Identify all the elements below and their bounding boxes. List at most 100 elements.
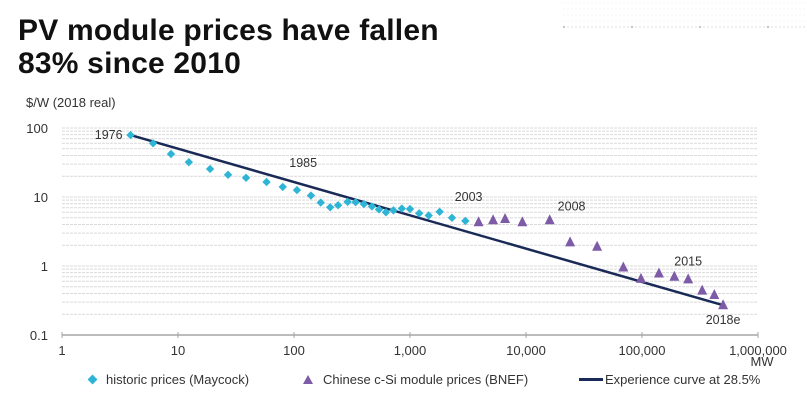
deco-dot [671, 26, 673, 28]
deco-dot [687, 2, 689, 4]
x-tick-label: 100,000 [619, 343, 666, 358]
y-tick-label: 0.1 [30, 328, 48, 343]
experience-curve-line [130, 133, 724, 307]
x-tick-label: 1,000 [394, 343, 427, 358]
chinese-price-point [718, 299, 729, 310]
deco-dot [651, 8, 653, 10]
deco-dot [707, 20, 709, 22]
deco-dot [755, 20, 757, 22]
deco-dot [759, 8, 761, 10]
legend-label-chinese: Chinese c-Si module prices (BNEF) [323, 372, 529, 387]
legend-item-historic: historic prices (Maycock) [87, 372, 249, 387]
deco-dot [779, 26, 781, 28]
deco-dot [615, 14, 617, 16]
annotation-label: 2003 [455, 190, 483, 204]
deco-dot [607, 14, 609, 16]
deco-dot [659, 14, 661, 16]
deco-dot [695, 20, 697, 22]
deco-dot [583, 14, 585, 16]
deco-dot [603, 20, 605, 22]
deco-dot [795, 8, 797, 10]
deco-dot [679, 2, 681, 4]
title-line-2: 83% since 2010 [18, 47, 241, 80]
deco-dot [671, 20, 673, 22]
deco-dot [627, 26, 629, 28]
deco-dot [583, 8, 585, 10]
annotation-label: 1985 [289, 156, 317, 170]
deco-dot [639, 14, 641, 16]
deco-dot [562, 25, 566, 29]
deco-dot [799, 26, 801, 28]
deco-dot [739, 2, 741, 4]
deco-dot [630, 25, 634, 29]
deco-dot [591, 2, 593, 4]
deco-dot [691, 2, 693, 4]
deco-dot [595, 8, 597, 10]
chinese-price-point [544, 214, 555, 225]
title-line-1: PV module prices have fallen [18, 14, 439, 47]
historic-price-point [205, 164, 215, 174]
deco-dot [699, 8, 701, 10]
deco-dot [663, 8, 665, 10]
deco-dot [643, 26, 645, 28]
historic-price-point [148, 139, 158, 148]
deco-dot [575, 14, 577, 16]
historic-prices-layer [126, 130, 470, 226]
deco-dot [683, 2, 685, 4]
historic-price-point [262, 177, 271, 187]
historic-price-point [126, 130, 135, 140]
deco-dot [671, 2, 673, 4]
deco-dot [743, 8, 745, 10]
deco-dot [671, 8, 673, 10]
legend-label-experience: Experience curve at 28.5% [605, 372, 761, 387]
deco-dot [667, 20, 669, 22]
deco-dot [615, 26, 617, 28]
deco-dot [575, 26, 577, 28]
deco-dot [731, 14, 733, 16]
deco-dot [683, 26, 685, 28]
historic-price-point [351, 198, 360, 207]
deco-dot [767, 8, 769, 10]
y-tick-label: 1 [41, 259, 48, 274]
deco-dot [675, 2, 677, 4]
deco-dot [587, 8, 589, 10]
deco-dot [783, 14, 785, 16]
annotation-label: 1976 [95, 128, 123, 142]
deco-dot [723, 14, 725, 16]
deco-dot [731, 8, 733, 10]
deco-dot [611, 8, 613, 10]
deco-dot [739, 8, 741, 10]
deco-dot [759, 2, 761, 4]
deco-dot [775, 20, 777, 22]
historic-price-point [223, 170, 233, 179]
deco-dot [639, 2, 641, 4]
historic-price-point [367, 202, 377, 211]
diamond-marker-icon [87, 374, 98, 385]
chinese-price-point [592, 240, 603, 251]
deco-dot [775, 26, 777, 28]
historic-price-point [414, 209, 424, 218]
y-axis-unit-label: $/W (2018 real) [26, 95, 116, 110]
deco-dot [595, 26, 597, 28]
deco-dot [755, 14, 757, 16]
deco-dot [631, 2, 633, 4]
chinese-price-point [517, 216, 528, 227]
deco-dot [575, 2, 577, 4]
deco-dot [599, 14, 601, 16]
deco-dot [767, 14, 769, 16]
deco-dot [683, 20, 685, 22]
deco-dot [715, 20, 717, 22]
deco-dot [747, 14, 749, 16]
chinese-price-point [500, 212, 511, 223]
deco-dot [651, 14, 653, 16]
deco-dot [563, 14, 565, 16]
deco-dot [759, 26, 761, 28]
deco-dot [751, 20, 753, 22]
deco-dot [723, 26, 725, 28]
historic-price-point [241, 173, 251, 182]
deco-dot [579, 2, 581, 4]
deco-dot [727, 20, 729, 22]
deco-dot [571, 8, 573, 10]
deco-dot [675, 8, 677, 10]
deco-dot [755, 2, 757, 4]
